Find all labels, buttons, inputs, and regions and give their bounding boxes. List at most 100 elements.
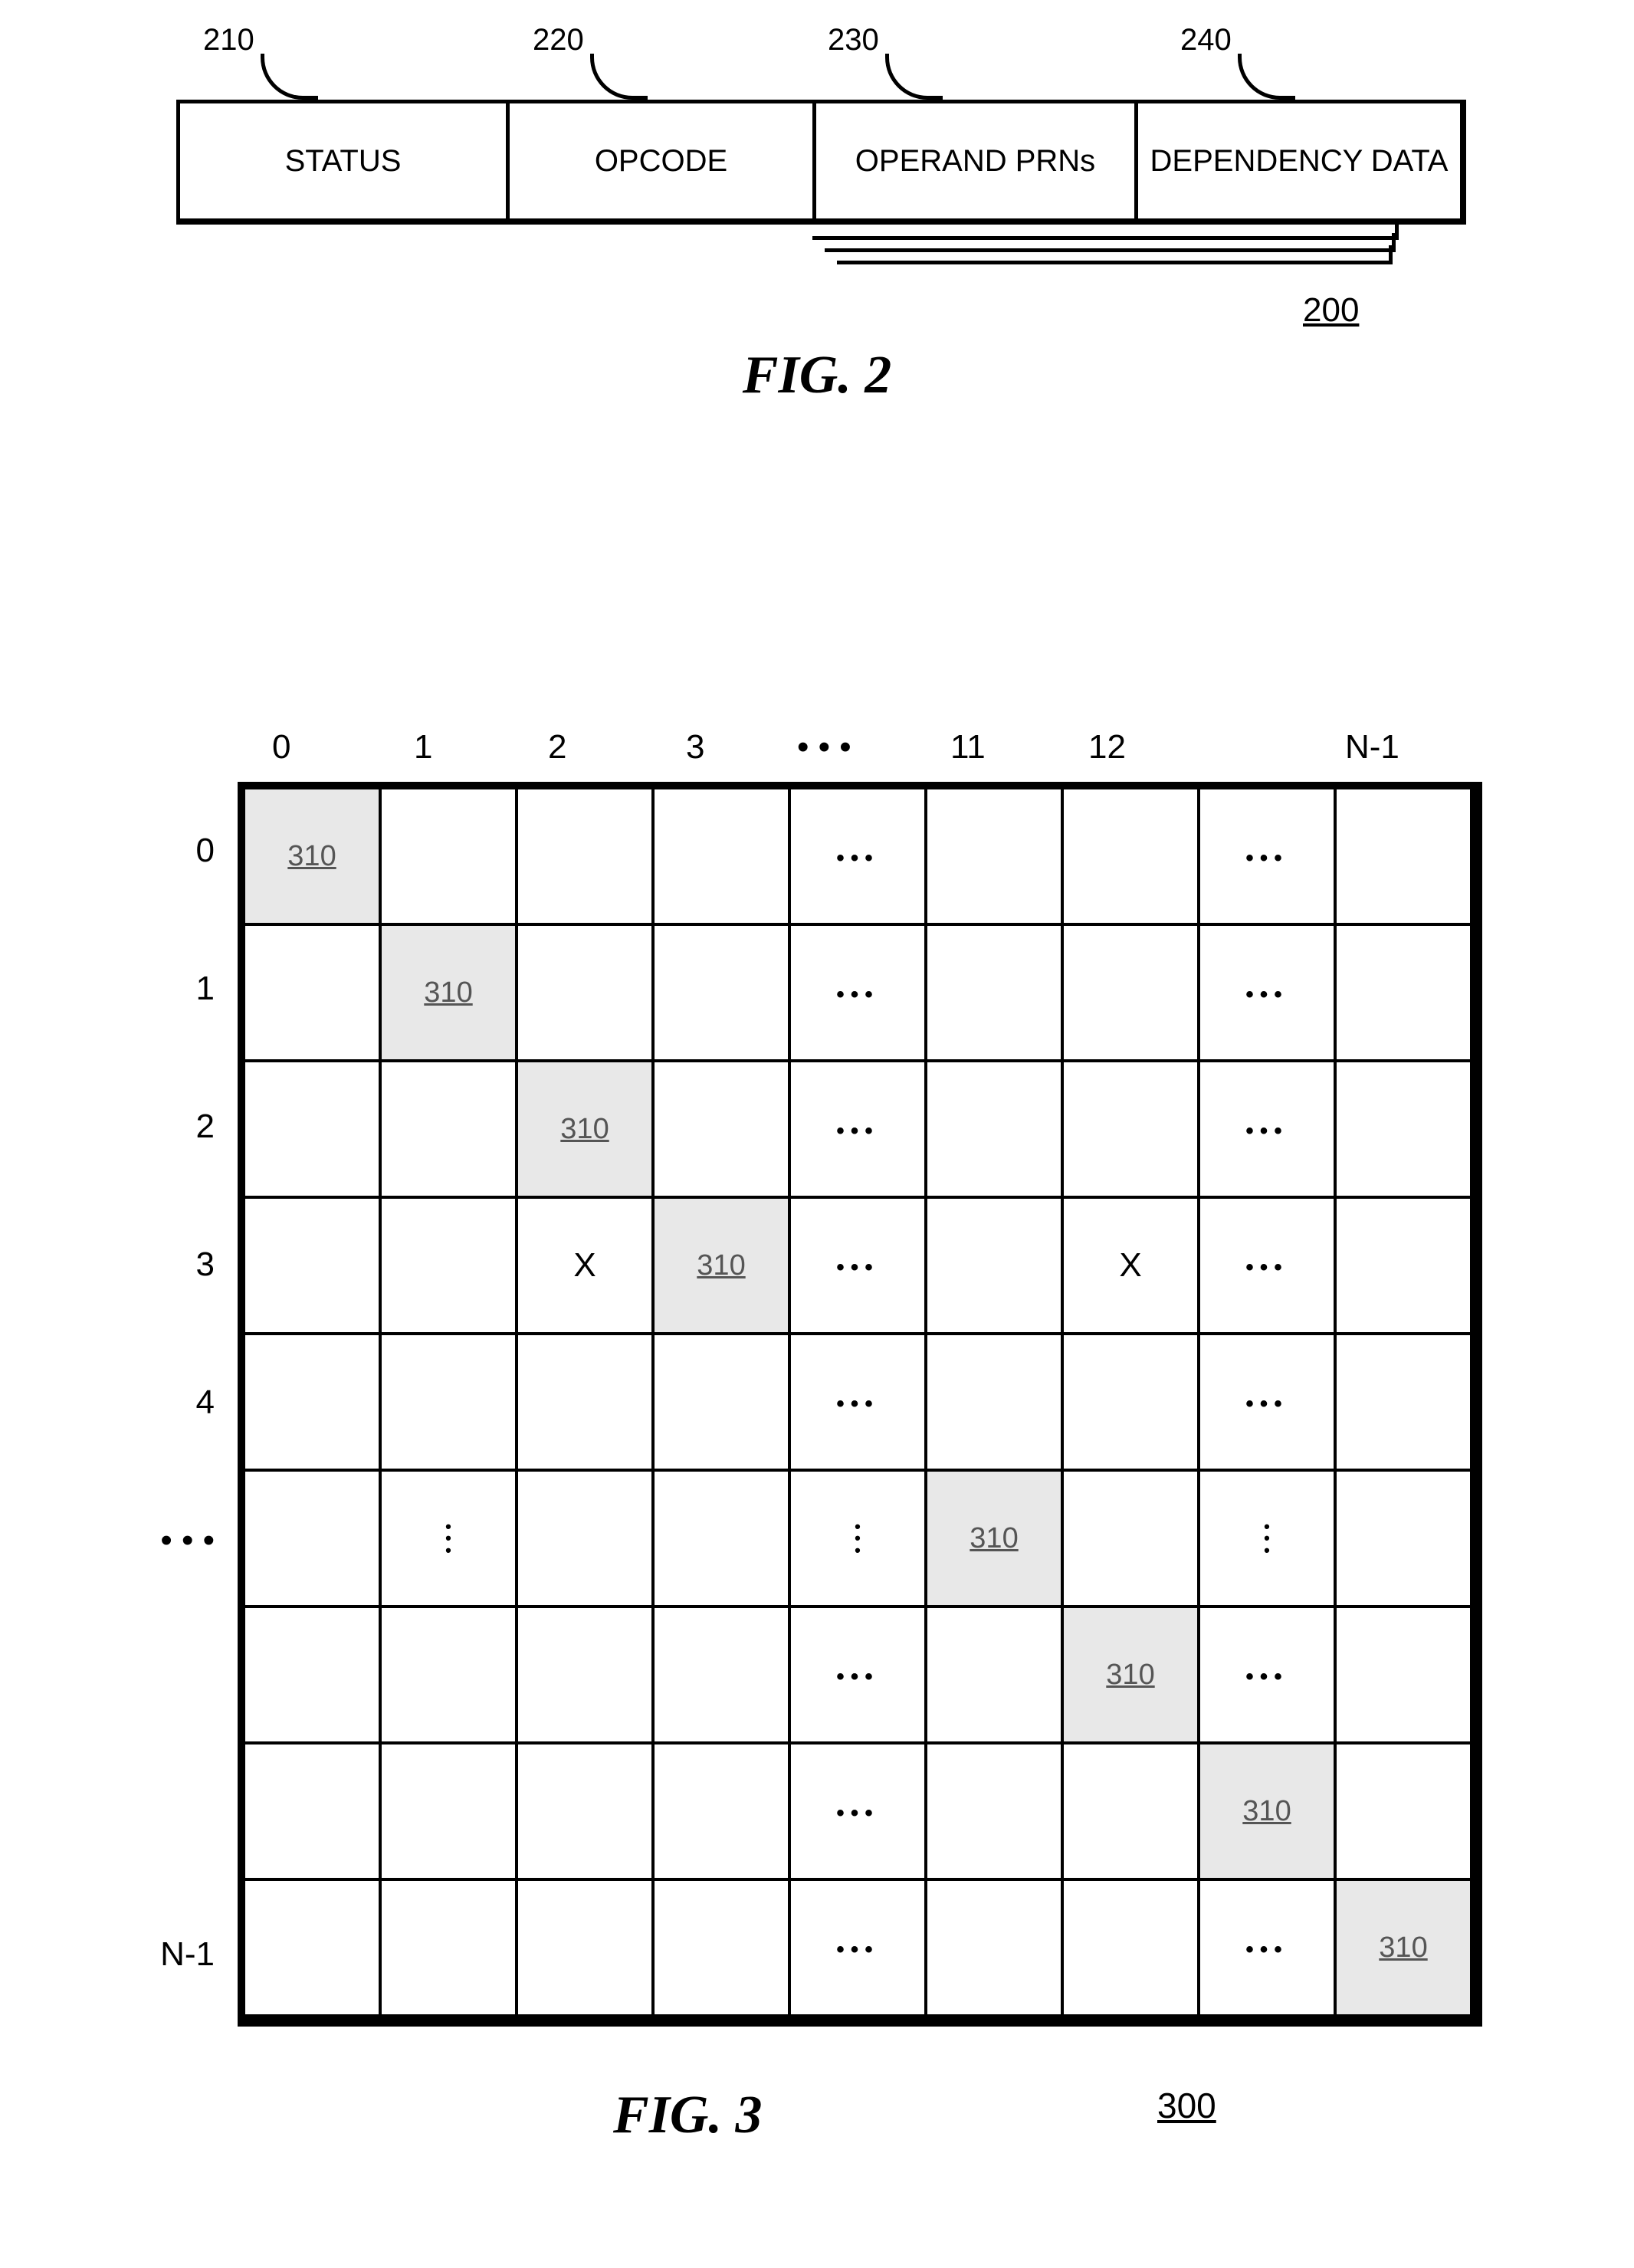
fig3-cell: ••• (1199, 788, 1335, 924)
fig3-cell: 310 (1062, 1607, 1199, 1743)
fig3-cell: 310 (926, 1470, 1062, 1607)
fig3-cell (244, 1607, 380, 1743)
fig3-cell (1335, 1061, 1472, 1197)
fig2-lead-line (261, 54, 318, 100)
fig3-grid: 310••••••310••••••310••••••X310•••X•••••… (238, 782, 1482, 2027)
fig3-cell: ••• (1199, 1197, 1335, 1334)
fig3-cell: ••• (789, 1470, 926, 1607)
fig3-cell (926, 1607, 1062, 1743)
fig3-cell (1335, 788, 1472, 924)
fig3-cell: ••• (789, 1334, 926, 1470)
fig3-cell: ••• (789, 1743, 926, 1879)
fig3-cell (244, 1334, 380, 1470)
fig2-lead-number: 220 (533, 23, 584, 57)
fig3-cell: X (517, 1197, 653, 1334)
fig3-cell: ••• (789, 1197, 926, 1334)
fig3-cell: 310 (517, 1061, 653, 1197)
fig3-cell: ••• (789, 788, 926, 924)
fig3-row-header: 2 (123, 1108, 215, 1146)
fig3-cell (1335, 1470, 1472, 1607)
fig3-cell (244, 1879, 380, 2016)
fig3-cell (244, 1197, 380, 1334)
fig3-cell (1335, 1334, 1472, 1470)
fig3-cell: 310 (1199, 1743, 1335, 1879)
fig3-cell (1335, 1197, 1472, 1334)
fig3-cell (926, 788, 1062, 924)
fig3-cell (517, 1879, 653, 2016)
fig2-lead-number: 230 (828, 23, 879, 57)
fig3-cell (926, 924, 1062, 1061)
fig3-col-header: 2 (548, 728, 566, 766)
fig3-cell: ••• (789, 1879, 926, 2016)
fig2: 210220230240 STATUSOPCODEOPERAND PRNsDEP… (92, 38, 1548, 314)
fig3-cell (517, 1470, 653, 1607)
fig3-cell (1062, 924, 1199, 1061)
fig3-cell (653, 1470, 789, 1607)
fig3-cell (1062, 1879, 1199, 2016)
fig3-cell (380, 1061, 517, 1197)
fig3-col-header: N-1 (1345, 728, 1399, 766)
fig3-cell (653, 1607, 789, 1743)
fig3-cell: 310 (244, 788, 380, 924)
fig2-field: OPCODE (510, 103, 816, 218)
fig3-col-header: 0 (272, 728, 290, 766)
fig3-cell: 310 (1335, 1879, 1472, 2016)
fig3-cell (1335, 1743, 1472, 1879)
fig3-col-header: • • • (797, 728, 851, 766)
page: 210220230240 STATUSOPCODEOPERAND PRNsDEP… (0, 0, 1634, 2268)
fig3-cell (926, 1334, 1062, 1470)
fig3-cell: ••• (789, 1607, 926, 1743)
fig3-cell: ••• (1199, 1334, 1335, 1470)
fig3-cell (926, 1197, 1062, 1334)
fig3-cell: ••• (789, 1061, 926, 1197)
fig3-cell: ••• (1199, 1607, 1335, 1743)
fig3-cell (1062, 1470, 1199, 1607)
fig3-cell (380, 1743, 517, 1879)
fig3-cell (653, 1879, 789, 2016)
fig3-col-header: 12 (1088, 728, 1126, 766)
fig3-col-header: 1 (414, 728, 432, 766)
fig2-field: STATUS (180, 103, 510, 218)
fig3-row-header: 1 (123, 970, 215, 1008)
fig3-cell (1335, 1607, 1472, 1743)
fig3-cell (380, 788, 517, 924)
fig2-field: DEPENDENCY DATA (1138, 103, 1460, 218)
fig2-row: STATUSOPCODEOPERAND PRNsDEPENDENCY DATA (176, 100, 1466, 225)
fig3-cell (1062, 1334, 1199, 1470)
fig3-cell: ••• (789, 924, 926, 1061)
fig3-cell: ••• (1199, 1061, 1335, 1197)
fig3-cell (517, 1607, 653, 1743)
fig3-cell: 310 (653, 1197, 789, 1334)
fig3-caption: FIG. 3 (613, 2085, 762, 2146)
fig3-cell: ••• (1199, 1879, 1335, 2016)
fig3-cell (244, 924, 380, 1061)
fig3-cell (653, 924, 789, 1061)
fig3-cell (926, 1061, 1062, 1197)
fig3-cell: X (1062, 1197, 1199, 1334)
fig3-cell (926, 1743, 1062, 1879)
fig3-row-header: N-1 (123, 1935, 215, 1974)
fig3-cell (380, 1197, 517, 1334)
fig2-caption: FIG. 2 (743, 345, 891, 406)
fig3-row-header: 4 (123, 1383, 215, 1422)
fig2-lead-number: 210 (203, 23, 254, 57)
fig2-field: OPERAND PRNs (816, 103, 1138, 218)
fig3-cell (244, 1743, 380, 1879)
fig3-cell (517, 1743, 653, 1879)
fig3-cell (517, 788, 653, 924)
fig3-row-header: 0 (123, 832, 215, 870)
fig3-cell (380, 1607, 517, 1743)
fig2-lead-line (885, 54, 943, 100)
fig2-ref-number: 200 (1303, 291, 1359, 330)
fig3-cell (517, 924, 653, 1061)
fig3-cell (1062, 788, 1199, 924)
fig3-cell: ••• (1199, 1470, 1335, 1607)
fig3-cell (1062, 1743, 1199, 1879)
fig3-cell (244, 1061, 380, 1197)
fig3-cell (517, 1334, 653, 1470)
fig3-cell (380, 1334, 517, 1470)
fig2-lead-number: 240 (1180, 23, 1232, 57)
fig3-cell: ••• (1199, 924, 1335, 1061)
fig3-cell (653, 1334, 789, 1470)
fig3-cell (244, 1470, 380, 1607)
